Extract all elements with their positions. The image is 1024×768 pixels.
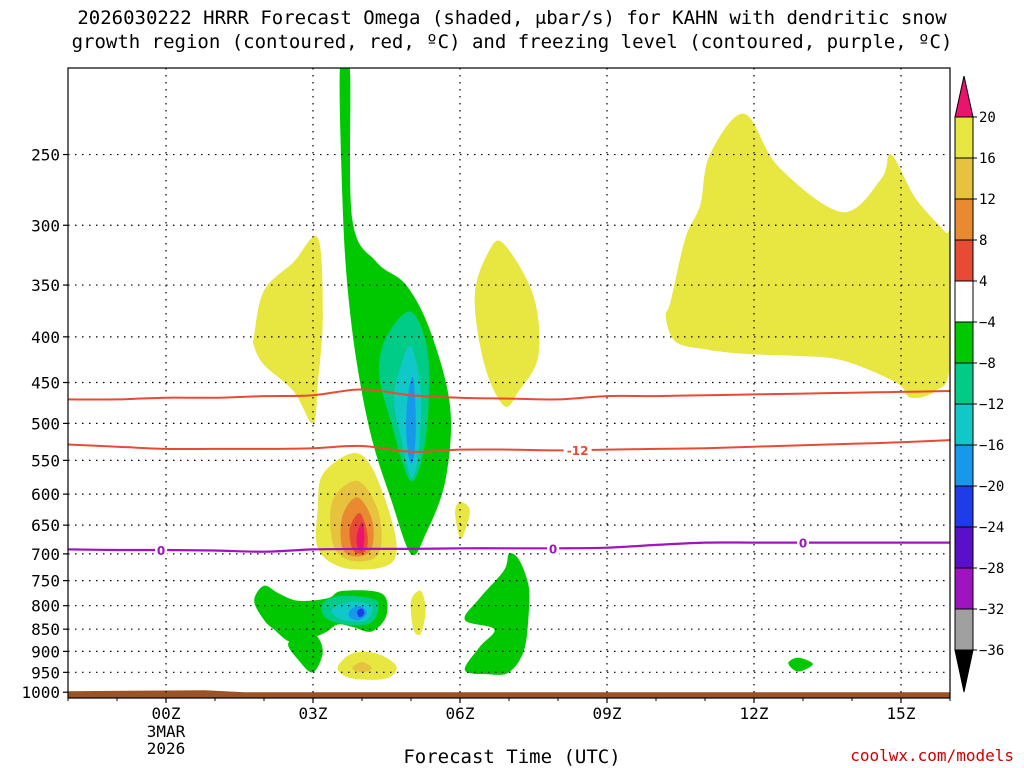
grid: [68, 68, 950, 698]
y-tick-label-500: 500: [31, 414, 60, 433]
dendritic-contour-label-bg: [563, 443, 592, 458]
y-tick-label-250: 250: [31, 146, 60, 165]
colorbar-swatch-8: [954, 444, 974, 487]
colorbar-top-arrow: [954, 75, 974, 118]
omega-region-m4-22: [464, 553, 530, 675]
omega-region-m24-21: [357, 608, 365, 618]
y-tick-label-600: 600: [31, 485, 60, 504]
x-tick-label-12Z: 12Z: [740, 704, 769, 723]
freezing-contour-label-2-bg: [547, 541, 560, 556]
freezing-contour-label-3-bg: [797, 535, 809, 550]
colorbar-label-13: −36: [979, 643, 1004, 659]
colorbar-label-4: 4: [979, 274, 987, 290]
colorbar-label-5: −4: [979, 315, 996, 331]
colorbar-bottom-arrow: [954, 649, 974, 693]
colorbar-label-0: 20: [979, 110, 996, 126]
x-tick-label-15Z: 15Z: [887, 704, 916, 723]
y-tick-label-400: 400: [31, 328, 60, 347]
y-tick-label-300: 300: [31, 216, 60, 235]
omega-region-p4-2: [665, 113, 950, 399]
y-tick-label-850: 850: [31, 620, 60, 639]
omega-region-p4-8: [455, 501, 470, 539]
surface-terrain: [68, 690, 950, 698]
x-tick-label-00Z: 00Z: [152, 704, 181, 723]
dendritic-contour-label: -12: [567, 444, 589, 458]
y-tick-label-350: 350: [31, 276, 60, 295]
colorbar: 20 16 12 8 4 −4 −8 −12 −16 −20 −24 −28 −32 −36: [954, 75, 1004, 693]
colorbar-swatch-3: [954, 239, 974, 282]
freezing-contour-label-2: 0: [549, 542, 557, 556]
omega-region-m4-17: [288, 633, 323, 673]
colorbar-label-8: −16: [979, 438, 1004, 454]
colorbar-swatch-2: [954, 198, 974, 241]
colorbar-label-12: −32: [979, 602, 1004, 618]
y-tick-label-950: 950: [31, 663, 60, 682]
chart-title: 2026030222 HRRR Forecast Omega (shaded, …: [0, 6, 1024, 54]
colorbar-swatch-9: [954, 485, 974, 528]
colorbar-swatch-1: [954, 157, 974, 200]
y-tick-label-750: 750: [31, 572, 60, 591]
omega-region-m4-23: [788, 657, 813, 672]
colorbar-swatch-10: [954, 526, 974, 569]
colorbar-label-11: −28: [979, 561, 1004, 577]
omega-region-p4-1: [474, 240, 540, 407]
colorbar-swatch-12: [954, 608, 974, 651]
freezing-contour-label-3: 0: [799, 537, 807, 551]
colorbar-swatch-7: [954, 403, 974, 446]
colorbar-swatch-4: [954, 280, 974, 323]
omega-region-p4-0: [253, 236, 323, 424]
x-tick-sublabel-1: 2026: [147, 739, 186, 758]
omega-region-p8-11: [352, 662, 372, 673]
y-tick-label-900: 900: [31, 642, 60, 661]
y-tick-label-1000: 1000: [21, 683, 60, 702]
x-tick-label-09Z: 09Z: [593, 704, 622, 723]
chart-title-line-2: growth region (contoured, red, ºC) and f…: [71, 31, 953, 53]
freezing-contour-label-1: 0: [157, 544, 165, 558]
freezing-contour-label-1-bg: [155, 542, 168, 557]
x-tick-sublabel-0: 3MAR: [147, 722, 186, 741]
contours: -12 0 0 0: [68, 388, 950, 558]
colorbar-swatch-0: [954, 116, 974, 159]
colorbar-swatch-5: [954, 321, 974, 364]
colorbar-label-6: −8: [979, 356, 996, 372]
colorbar-swatch-11: [954, 567, 974, 610]
colorbar-label-7: −12: [979, 397, 1004, 413]
colorbar-label-3: 8: [979, 233, 987, 249]
chart-title-line-1: 2026030222 HRRR Forecast Omega (shaded, …: [77, 7, 947, 29]
dendritic-contour-upper: [68, 388, 950, 401]
omega-shading: [68, 68, 950, 698]
y-tick-label-800: 800: [31, 597, 60, 616]
y-tick-label-650: 650: [31, 516, 60, 535]
y-tick-label-550: 550: [31, 451, 60, 470]
credit-link[interactable]: coolwx.com/models: [850, 746, 1014, 765]
x-tick-label-06Z: 06Z: [446, 704, 475, 723]
omega-region-p20-7: [356, 522, 365, 552]
x-tick-label-03Z: 03Z: [299, 704, 328, 723]
colorbar-label-2: 12: [979, 192, 996, 208]
omega-region-p4-9: [410, 590, 426, 636]
omega-region-m16-15: [406, 376, 416, 464]
axes: 250 300 350 400 450 500 550 600 650 700 750 800 850 9…: [21, 67, 951, 758]
colorbar-swatch-6: [954, 362, 974, 405]
x-axis-label: Forecast Time (UTC): [403, 746, 621, 768]
y-tick-label-450: 450: [31, 374, 60, 393]
colorbar-label-9: −20: [979, 479, 1004, 495]
y-tick-label-700: 700: [31, 545, 60, 564]
colorbar-label-10: −24: [979, 520, 1004, 536]
dendritic-contour-lower: [68, 439, 950, 453]
colorbar-label-1: 16: [979, 151, 996, 167]
